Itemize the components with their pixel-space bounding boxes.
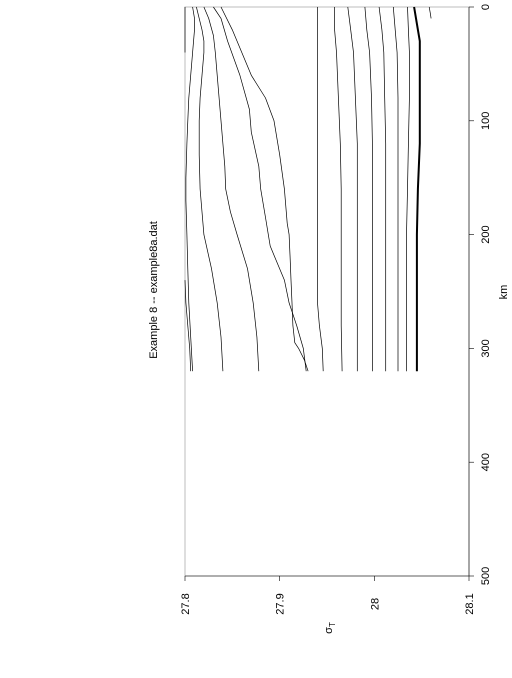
plot-frame	[184, 6, 470, 577]
y-tick-label-3: 200	[480, 225, 492, 243]
contour-line-14	[406, 6, 410, 372]
x-tick-label-1: 27.8	[180, 593, 192, 614]
y-tick-label-1: 0	[480, 4, 492, 10]
contour-line-2	[184, 280, 192, 372]
contour-line-9	[334, 7, 343, 372]
chart-title: Example 8 -- example8a.dat	[148, 221, 160, 359]
y-tick-label-4: 300	[480, 339, 492, 357]
contour-line-10	[347, 6, 358, 372]
x-tick-label-3: 28	[369, 598, 381, 610]
contour-line-4	[196, 6, 224, 372]
contour-line-15	[413, 6, 421, 372]
contour-line-11	[364, 6, 373, 372]
contour-line-13	[392, 6, 399, 372]
contour-line-16	[428, 6, 432, 19]
x-tick-label-4: 28.1	[464, 593, 476, 614]
y-tick-label-6: 500	[480, 567, 492, 585]
x-axis-title: σT	[323, 622, 337, 634]
contour-line-7	[220, 6, 309, 372]
y-axis-ticks: 0 100 200 300 400 500	[469, 4, 492, 585]
x-axis-ticks: 27.8 27.9 28 28.1	[180, 576, 476, 615]
contour-lines	[184, 6, 432, 372]
x-axis-title-main: σ	[323, 627, 335, 634]
y-tick-label-5: 400	[480, 453, 492, 471]
contour-line-5	[203, 6, 260, 372]
y-axis-title: km	[498, 285, 510, 300]
contour-line-12	[378, 6, 387, 372]
x-tick-label-2: 27.9	[275, 593, 287, 614]
contour-line-3	[185, 6, 195, 372]
x-axis-title-subscript: T	[328, 622, 337, 627]
contour-line-8	[317, 7, 324, 372]
contour-line-6	[213, 6, 307, 372]
y-tick-label-2: 100	[480, 112, 492, 130]
